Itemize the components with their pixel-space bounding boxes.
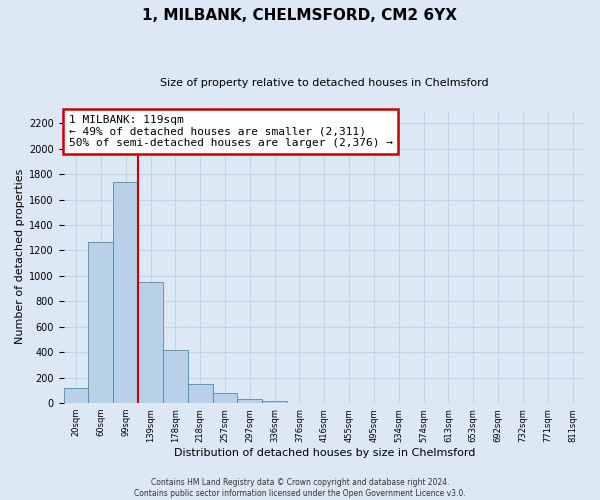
Text: 1 MILBANK: 119sqm
← 49% of detached houses are smaller (2,311)
50% of semi-detac: 1 MILBANK: 119sqm ← 49% of detached hous… xyxy=(69,115,393,148)
Bar xyxy=(262,400,287,403)
Bar xyxy=(64,388,88,403)
Bar xyxy=(138,282,163,403)
Text: Contains HM Land Registry data © Crown copyright and database right 2024.
Contai: Contains HM Land Registry data © Crown c… xyxy=(134,478,466,498)
Y-axis label: Number of detached properties: Number of detached properties xyxy=(15,169,25,344)
Bar xyxy=(212,393,238,403)
Bar xyxy=(163,350,188,403)
Bar xyxy=(188,384,212,403)
Text: 1, MILBANK, CHELMSFORD, CM2 6YX: 1, MILBANK, CHELMSFORD, CM2 6YX xyxy=(143,8,458,22)
Bar xyxy=(88,242,113,403)
Title: Size of property relative to detached houses in Chelmsford: Size of property relative to detached ho… xyxy=(160,78,488,88)
Bar xyxy=(238,398,262,403)
Bar xyxy=(113,182,138,403)
X-axis label: Distribution of detached houses by size in Chelmsford: Distribution of detached houses by size … xyxy=(173,448,475,458)
